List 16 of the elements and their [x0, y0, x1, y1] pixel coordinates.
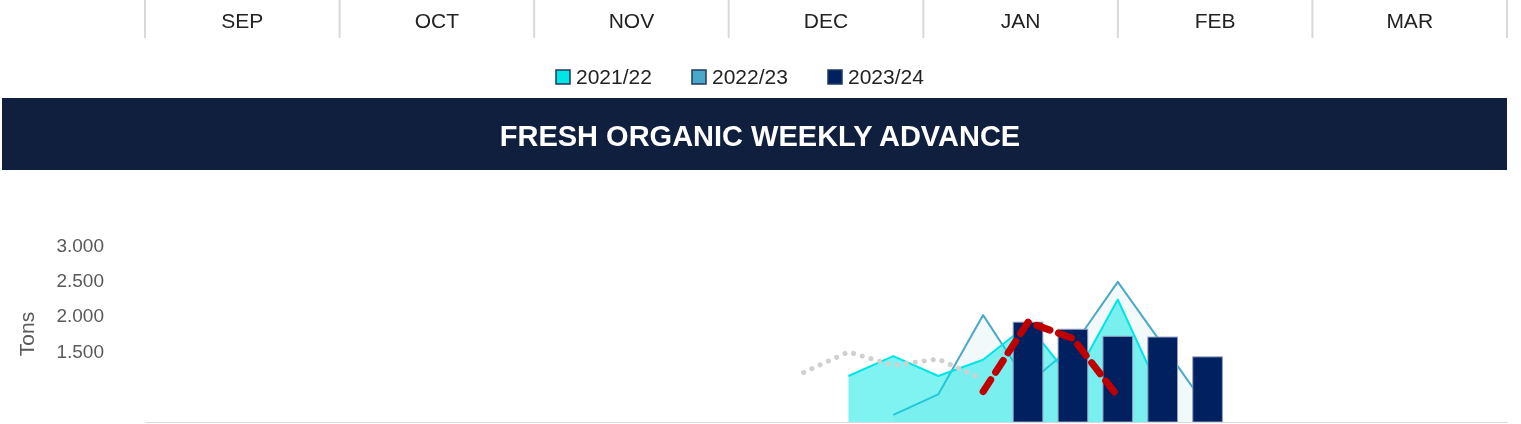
- text: NOV: [608, 9, 655, 32]
- text: SEP: [221, 9, 264, 32]
- y-axis-title: Tons: [15, 311, 38, 357]
- y-tick-label: 1.500: [56, 340, 104, 362]
- text: FEB: [1194, 9, 1236, 32]
- y-tick-label: 2.000: [56, 305, 104, 327]
- y-tick-label: 3.000: [56, 234, 104, 256]
- legend-label: 2022/23: [712, 65, 788, 88]
- legend-label: 2021/22: [576, 65, 652, 88]
- y-tick-label: 2.500: [56, 269, 104, 291]
- legend-label: 2023/24: [848, 65, 925, 88]
- chart-title: FRESH ORGANIC WEEKLY ADVANCE: [499, 120, 1021, 152]
- text: DEC: [803, 9, 849, 32]
- text: MAR: [1386, 9, 1434, 32]
- text: JAN: [1000, 9, 1041, 32]
- text: OCT: [414, 9, 460, 32]
